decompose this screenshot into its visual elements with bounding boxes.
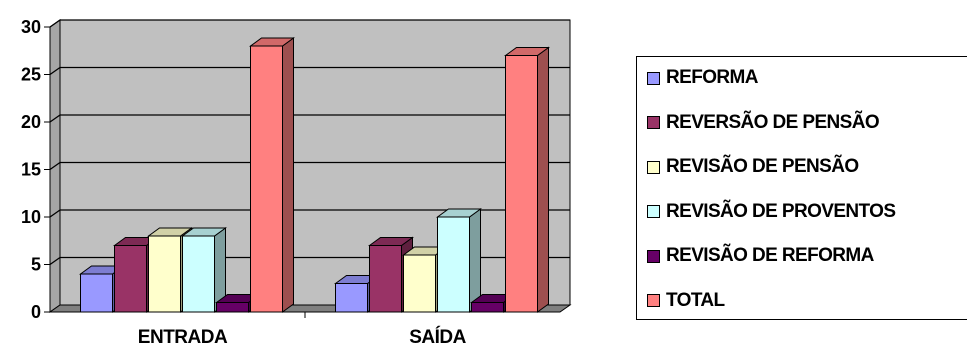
legend-item: TOTAL bbox=[647, 286, 725, 316]
y-tick-label: 10 bbox=[21, 207, 41, 227]
legend-label: TOTAL bbox=[666, 289, 725, 311]
bar-front bbox=[505, 55, 538, 313]
chart-bars bbox=[78, 37, 551, 313]
bar-top bbox=[435, 208, 483, 218]
y-tick-label: 15 bbox=[21, 160, 41, 180]
legend-swatch bbox=[647, 249, 660, 263]
y-tick-label: 0 bbox=[31, 302, 41, 322]
y-tick-label: 30 bbox=[21, 17, 41, 37]
gridline bbox=[49, 66, 570, 76]
legend-label: REVISÃO DE REFORMA bbox=[666, 245, 874, 266]
bar-top bbox=[367, 237, 415, 246]
bar-front bbox=[250, 45, 283, 313]
legend-swatch bbox=[647, 205, 660, 218]
bar-front bbox=[148, 235, 181, 313]
legend-swatch bbox=[647, 160, 660, 174]
y-tick-label: 5 bbox=[31, 255, 41, 275]
y-axis-ticks: 0 5 10 15 20 25 30 bbox=[21, 17, 41, 322]
bar bbox=[435, 208, 483, 313]
legend-item: REVISÃO DE REFORMA bbox=[647, 241, 874, 271]
y-tick-label: 20 bbox=[21, 112, 41, 132]
y-tick-label: 25 bbox=[21, 65, 41, 85]
gridline bbox=[49, 209, 570, 218]
bar-side bbox=[537, 46, 549, 313]
gridline bbox=[49, 19, 570, 28]
legend-label: REFORMA bbox=[666, 67, 758, 88]
bar-front bbox=[80, 273, 113, 313]
x-category-label: ENTRADA bbox=[138, 327, 228, 348]
bar-top bbox=[248, 37, 296, 47]
bar-top bbox=[146, 227, 194, 237]
bar-front bbox=[335, 283, 368, 313]
legend-swatch bbox=[647, 294, 660, 307]
bar-top bbox=[180, 227, 228, 237]
x-category-label: SAÍDA bbox=[409, 326, 466, 348]
bar-top bbox=[503, 47, 551, 56]
bar bbox=[248, 37, 296, 313]
bar-front bbox=[114, 245, 147, 313]
bar bbox=[180, 227, 228, 313]
legend-label: REVISÃO DE PROVENTOS bbox=[666, 200, 896, 222]
bar-front bbox=[403, 254, 436, 313]
legend-item: REVISÃO DE PENSÃO bbox=[647, 152, 859, 182]
legend-item: REFORMA bbox=[647, 63, 758, 93]
bar bbox=[333, 274, 381, 313]
gridlines bbox=[49, 19, 570, 266]
bar-front bbox=[216, 302, 249, 313]
bar-front bbox=[471, 302, 504, 313]
legend-swatch bbox=[647, 71, 660, 85]
x-axis-categories: ENTRADA SAÍDA bbox=[138, 326, 467, 348]
legend-item: REVERSÃO DE PENSÃO bbox=[647, 108, 880, 138]
bar-front bbox=[369, 245, 402, 313]
chart-legend: REFORMA REVERSÃO DE PENSÃO REVISÃO DE PENS… bbox=[636, 56, 967, 320]
bar-side bbox=[282, 37, 294, 313]
legend-label: REVERSÃO DE PENSÃO bbox=[666, 111, 880, 133]
legend-label: REVISÃO DE PENSÃO bbox=[666, 156, 859, 177]
gridline bbox=[49, 161, 570, 171]
bar-front bbox=[437, 216, 470, 313]
bar bbox=[503, 46, 551, 313]
gridline bbox=[49, 114, 570, 123]
legend-swatch bbox=[647, 116, 660, 129]
legend-item: REVISÃO DE PROVENTOS bbox=[647, 197, 896, 227]
bar-front bbox=[182, 235, 215, 313]
